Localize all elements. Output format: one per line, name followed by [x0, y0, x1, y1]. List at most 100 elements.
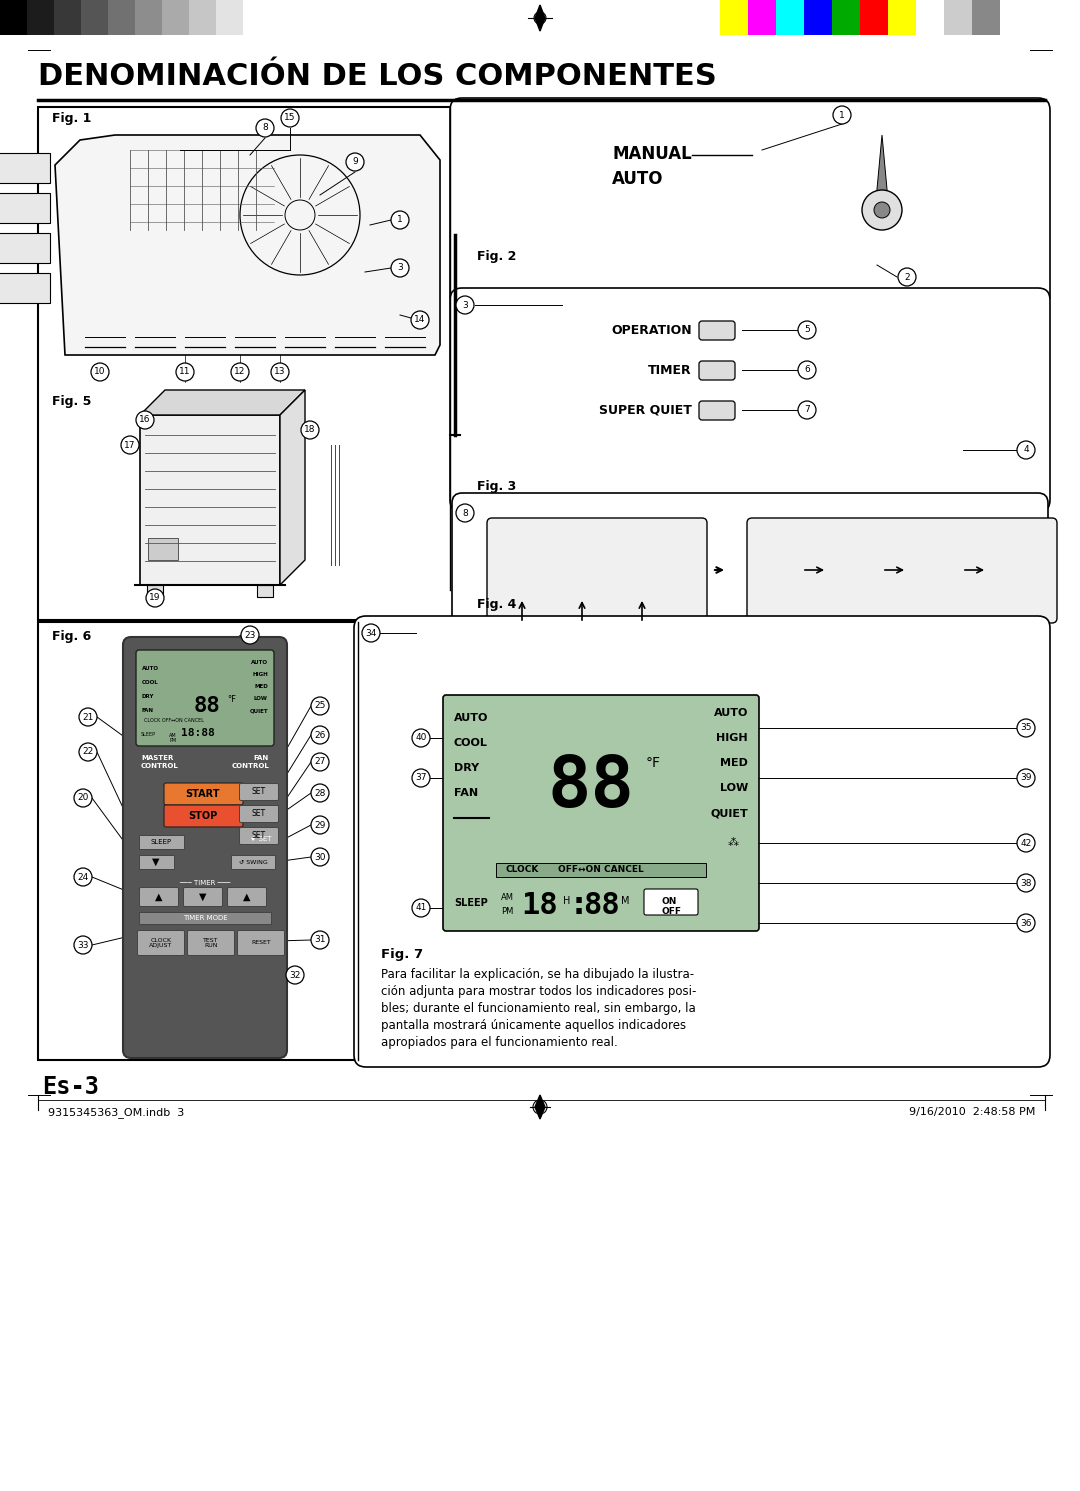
Circle shape	[798, 321, 816, 338]
Text: 31: 31	[314, 935, 326, 944]
Circle shape	[311, 784, 329, 802]
Text: 5: 5	[805, 325, 810, 334]
Text: pantalla mostrará únicamente aquellos indicadores: pantalla mostrará únicamente aquellos in…	[381, 1018, 686, 1032]
Circle shape	[75, 868, 92, 886]
Circle shape	[411, 899, 430, 917]
Text: AUTO: AUTO	[714, 708, 748, 719]
Circle shape	[91, 362, 109, 382]
Circle shape	[1017, 769, 1035, 787]
Text: M: M	[621, 896, 630, 907]
Bar	[139, 835, 184, 848]
Text: OFF↔ON CANCEL: OFF↔ON CANCEL	[558, 865, 644, 875]
Bar	[140, 414, 280, 584]
FancyBboxPatch shape	[188, 930, 234, 956]
Text: FAN: FAN	[141, 708, 154, 713]
Text: SET: SET	[252, 787, 266, 796]
Text: 9/16/2010  2:48:58 PM: 9/16/2010 2:48:58 PM	[908, 1106, 1035, 1117]
Circle shape	[256, 119, 274, 137]
Text: 27: 27	[314, 757, 326, 766]
FancyBboxPatch shape	[453, 494, 1048, 628]
Circle shape	[231, 362, 249, 382]
Text: 26: 26	[314, 731, 326, 740]
Text: 20: 20	[78, 793, 89, 802]
Circle shape	[286, 966, 303, 984]
Text: LOW: LOW	[254, 696, 268, 701]
Text: Fig. 5: Fig. 5	[52, 395, 92, 409]
Bar	[944, 0, 972, 34]
Bar	[257, 584, 273, 596]
Text: PM: PM	[501, 907, 513, 915]
Text: COOL: COOL	[454, 738, 488, 748]
FancyBboxPatch shape	[450, 288, 1050, 511]
FancyBboxPatch shape	[238, 930, 284, 956]
Text: 21: 21	[82, 713, 94, 722]
FancyBboxPatch shape	[240, 805, 279, 823]
Text: Para facilitar la explicación, se ha dibujado la ilustra-: Para facilitar la explicación, se ha dib…	[381, 968, 694, 981]
Text: °F: °F	[646, 756, 661, 769]
Text: SET: SET	[252, 810, 266, 819]
Text: 29: 29	[314, 820, 326, 829]
Text: 8: 8	[462, 508, 468, 517]
Circle shape	[1017, 719, 1035, 737]
Text: 3: 3	[397, 264, 403, 273]
Text: 25: 25	[314, 701, 326, 711]
Text: 37: 37	[415, 774, 427, 783]
Text: °F: °F	[227, 695, 237, 705]
Circle shape	[391, 212, 409, 230]
Bar	[888, 0, 916, 34]
Bar	[0, 233, 50, 262]
Bar	[720, 0, 748, 34]
Circle shape	[136, 412, 154, 429]
Text: SLEEP: SLEEP	[150, 839, 172, 845]
Text: TIMER: TIMER	[648, 364, 692, 377]
Text: SLEEP: SLEEP	[454, 898, 488, 908]
Text: 2: 2	[904, 273, 909, 282]
Text: Fig. 7: Fig. 7	[381, 948, 423, 962]
FancyBboxPatch shape	[644, 889, 698, 915]
Text: 35: 35	[1021, 723, 1031, 732]
Text: 39: 39	[1021, 774, 1031, 783]
Text: 34: 34	[365, 629, 377, 638]
Text: 7: 7	[805, 406, 810, 414]
FancyBboxPatch shape	[164, 783, 243, 805]
Circle shape	[121, 435, 139, 453]
Bar	[243, 0, 270, 34]
Text: ción adjunta para mostrar todos los indicadores posi-: ción adjunta para mostrar todos los indi…	[381, 986, 697, 997]
Bar	[216, 0, 243, 34]
Bar	[832, 0, 860, 34]
Circle shape	[241, 626, 259, 644]
Bar	[148, 538, 178, 561]
Text: DRY: DRY	[454, 763, 480, 772]
Text: 32: 32	[289, 971, 300, 980]
Circle shape	[79, 708, 97, 726]
Circle shape	[281, 109, 299, 127]
Circle shape	[75, 789, 92, 807]
Circle shape	[411, 312, 429, 330]
Text: MED: MED	[720, 757, 748, 768]
FancyBboxPatch shape	[443, 695, 759, 930]
Text: 24: 24	[78, 872, 89, 881]
FancyBboxPatch shape	[354, 616, 1050, 1068]
Text: FAN
CONTROL: FAN CONTROL	[231, 754, 269, 768]
FancyBboxPatch shape	[487, 517, 707, 623]
Text: AM: AM	[501, 893, 514, 902]
Text: 23: 23	[244, 631, 256, 640]
Text: 22: 22	[82, 747, 94, 756]
Circle shape	[897, 268, 916, 286]
Circle shape	[1017, 874, 1035, 892]
Text: 18: 18	[305, 425, 315, 434]
Bar	[777, 0, 804, 34]
FancyBboxPatch shape	[164, 805, 243, 828]
Text: 88: 88	[193, 696, 220, 716]
Bar	[0, 154, 50, 183]
Polygon shape	[55, 136, 440, 355]
Text: 19: 19	[149, 593, 161, 602]
Circle shape	[1017, 441, 1035, 459]
Text: COOL: COOL	[141, 680, 159, 684]
FancyBboxPatch shape	[228, 887, 267, 907]
Text: 36: 36	[1021, 918, 1031, 927]
Circle shape	[862, 189, 902, 230]
Bar	[189, 0, 216, 34]
Polygon shape	[535, 1094, 545, 1120]
Text: ⁂: ⁂	[728, 838, 739, 848]
